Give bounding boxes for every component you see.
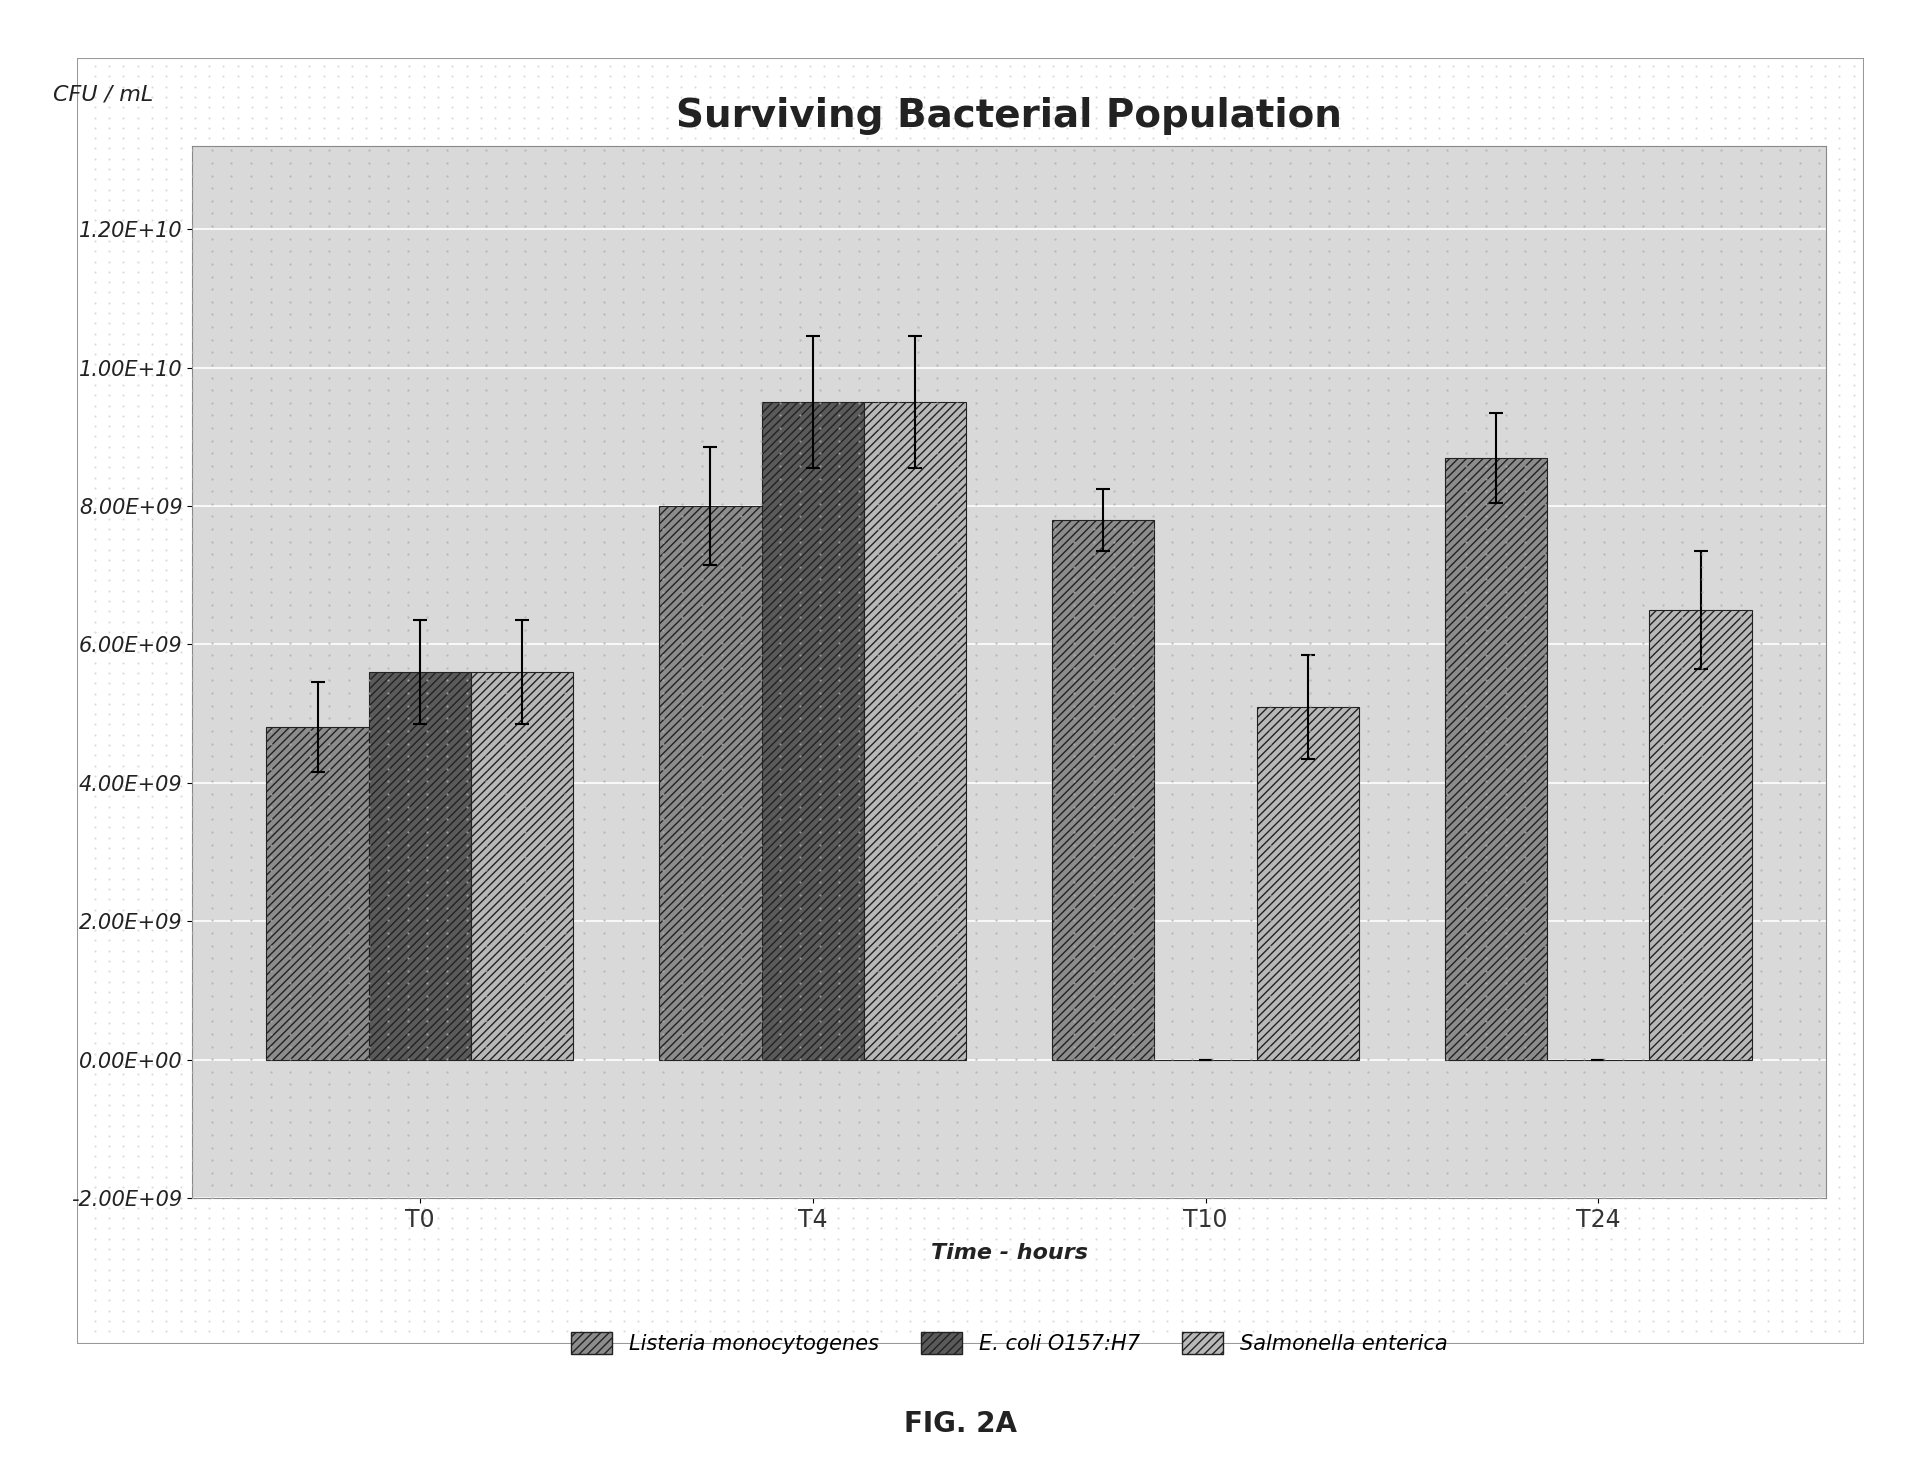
Text: FIG. 2A: FIG. 2A (905, 1410, 1017, 1438)
Text: CFU / mL: CFU / mL (54, 85, 154, 104)
Legend: Listeria monocytogenes, E. coli O157:H7, Salmonella enterica: Listeria monocytogenes, E. coli O157:H7,… (563, 1324, 1455, 1363)
Bar (1445, 457, 1547, 1059)
Bar (1051, 520, 1155, 1059)
Bar (659, 506, 761, 1059)
Bar (1257, 707, 1359, 1059)
X-axis label: Time - hours: Time - hours (930, 1243, 1088, 1262)
Bar (1649, 609, 1751, 1059)
Bar (471, 672, 573, 1059)
Title: Surviving Bacterial Population: Surviving Bacterial Population (677, 96, 1342, 134)
Bar (761, 402, 863, 1059)
Bar (267, 728, 369, 1059)
Bar (863, 402, 967, 1059)
Bar (369, 672, 471, 1059)
